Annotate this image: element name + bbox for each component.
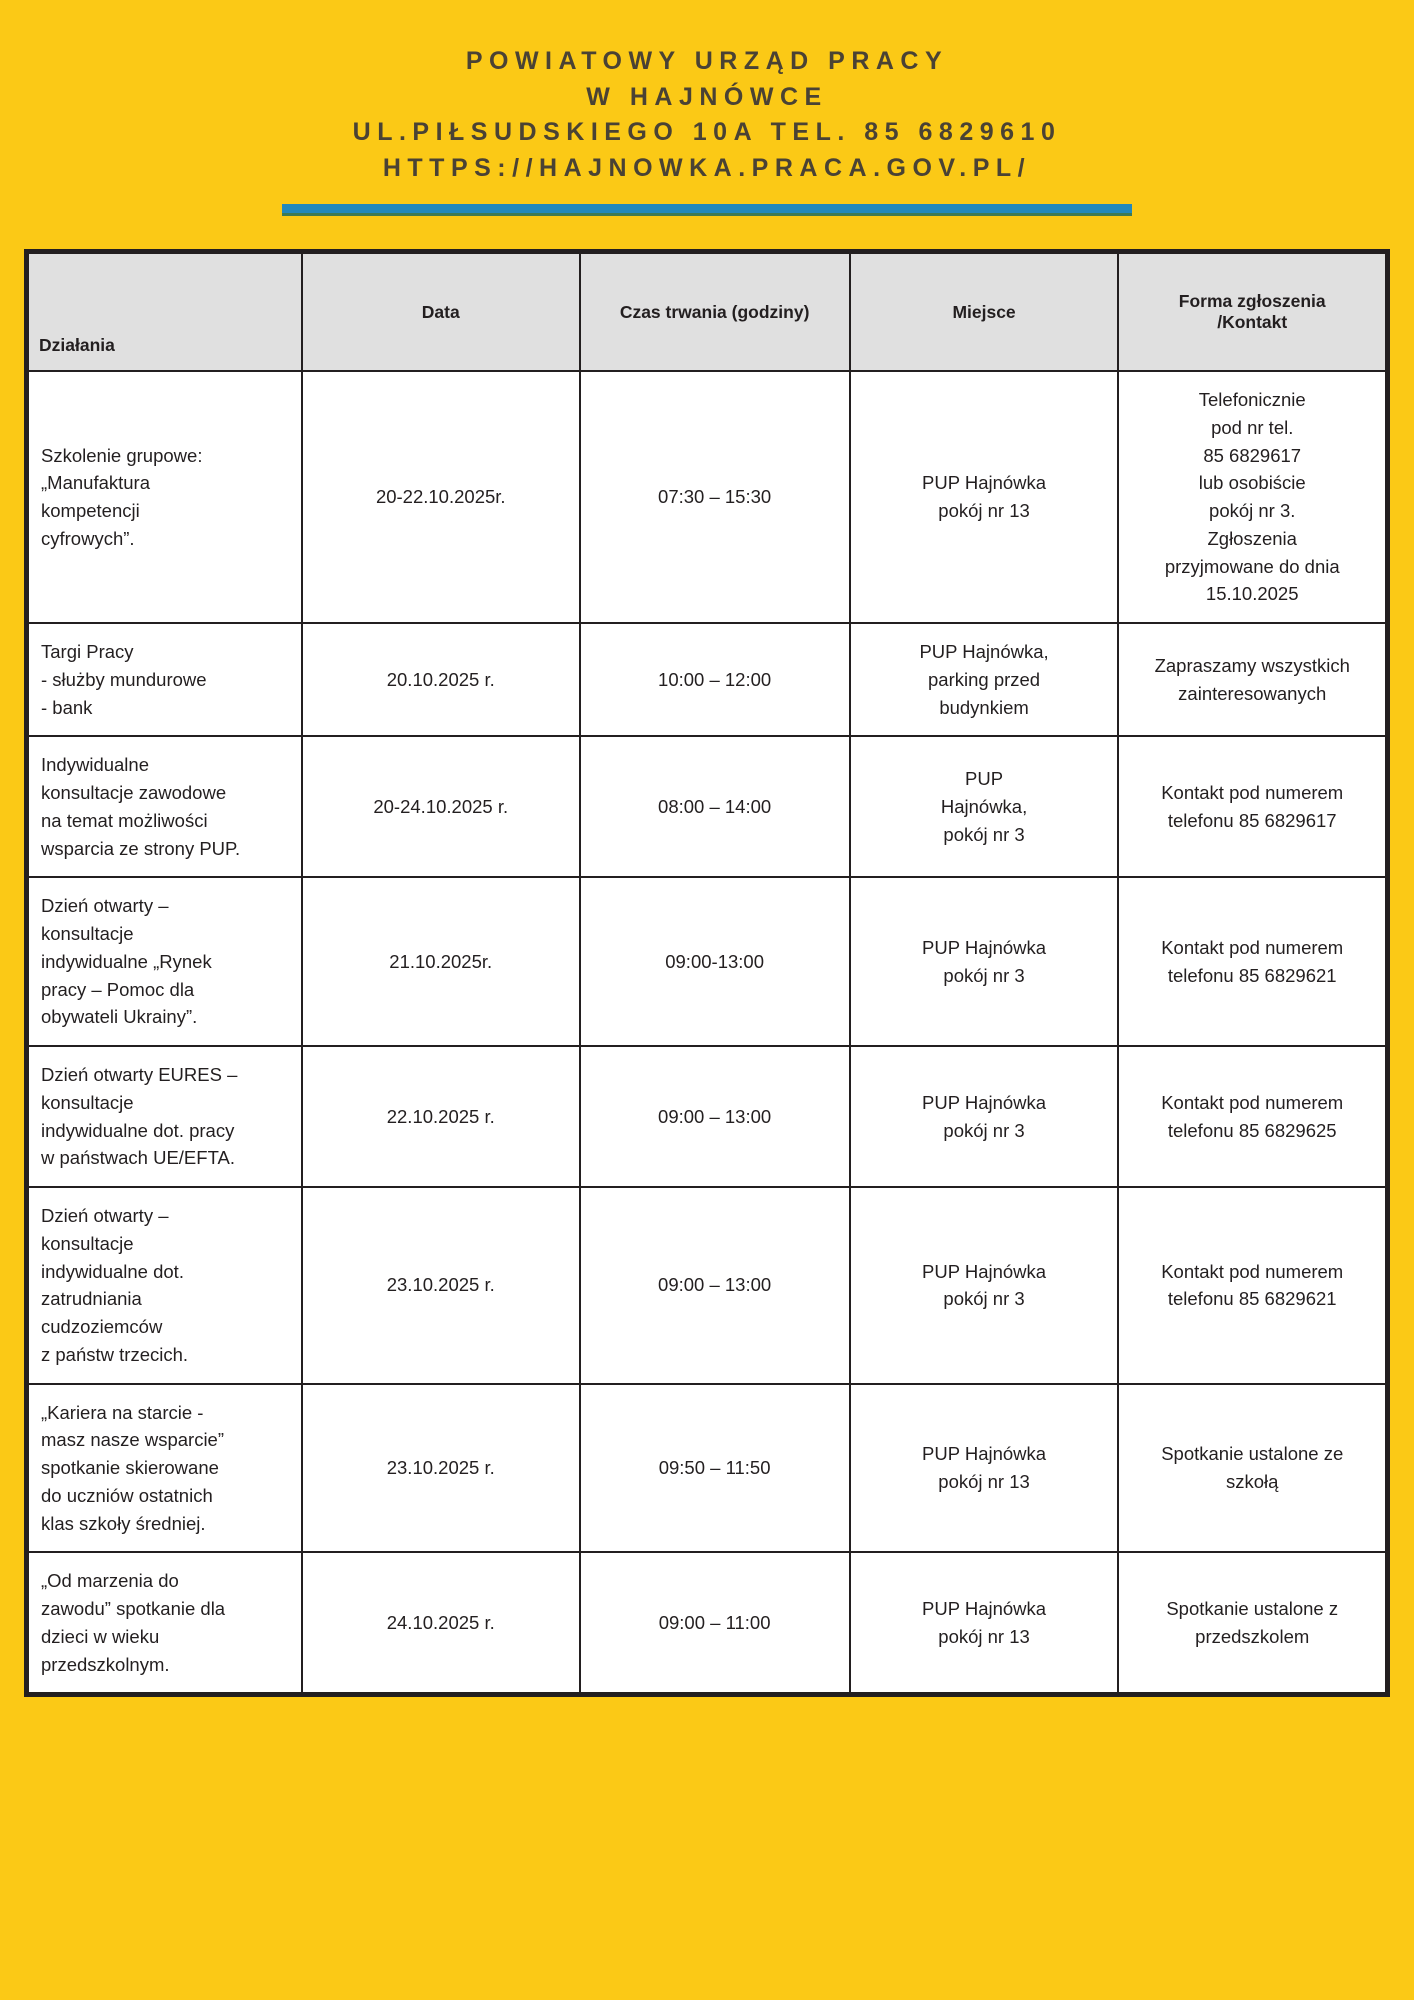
column-header-activity: Działania (27, 252, 303, 372)
table-header-row: Działania Data Czas trwania (godziny) Mi… (27, 252, 1387, 372)
poster-header: POWIATOWY URZĄD PRACY W HAJNÓWCE UL.PIŁS… (0, 0, 1414, 216)
cell-date: 23.10.2025 r. (300, 1382, 581, 1554)
cell-date: 20-22.10.2025r. (300, 370, 581, 624)
schedule-table-container: Działania Data Czas trwania (godziny) Mi… (24, 249, 1390, 1698)
cell-date: 22.10.2025 r. (300, 1045, 581, 1188)
cell-place: PUP Hajnówka pokój nr 13 (848, 1382, 1120, 1554)
cell-place: PUP Hajnówka, pokój nr 3 (848, 735, 1120, 879)
table-row: Dzień otwarty EURES – konsultacje indywi… (27, 1045, 1387, 1188)
cell-contact: Spotkanie ustalone z przedszkolem (1117, 1551, 1387, 1695)
cell-date: 20.10.2025 r. (300, 621, 581, 738)
cell-activity: Dzień otwarty – konsultacje indywidualne… (27, 1186, 303, 1385)
cell-contact: Zapraszamy wszystkich zainteresowanych (1117, 621, 1387, 738)
table-row: Dzień otwarty – konsultacje indywidualne… (27, 876, 1387, 1047)
table-row: Targi Pracy - służby mundurowe - bank 20… (27, 621, 1387, 738)
cell-date: 21.10.2025r. (300, 876, 581, 1047)
column-header-date: Data (300, 252, 581, 372)
cell-date: 24.10.2025 r. (300, 1551, 581, 1695)
office-name-line-1: POWIATOWY URZĄD PRACY (465, 47, 949, 75)
cell-contact: Kontakt pod numerem telefonu 85 6829621 (1117, 1186, 1387, 1385)
cell-time: 08:00 – 14:00 (578, 735, 851, 879)
cell-place: PUP Hajnówka pokój nr 13 (848, 1551, 1120, 1695)
table-row: Dzień otwarty – konsultacje indywidualne… (27, 1186, 1387, 1385)
header-divider (282, 204, 1132, 216)
table-body: Szkolenie grupowe: „Manufaktura kompeten… (27, 370, 1387, 1695)
schedule-table: Działania Data Czas trwania (godziny) Mi… (27, 252, 1387, 1695)
cell-activity: Szkolenie grupowe: „Manufaktura kompeten… (27, 370, 303, 624)
cell-time: 10:00 – 12:00 (578, 621, 851, 738)
cell-activity: „Od marzenia do zawodu” spotkanie dla dz… (27, 1551, 303, 1695)
cell-place: PUP Hajnówka, parking przed budynkiem (848, 621, 1120, 738)
divider-bar (282, 204, 1132, 216)
cell-time: 09:00-13:00 (578, 876, 851, 1047)
table-row: „Kariera na starcie - masz nasze wsparci… (27, 1382, 1387, 1554)
cell-contact: Kontakt pod numerem telefonu 85 6829621 (1117, 876, 1387, 1047)
office-address-line: UL.PIŁSUDSKIEGO 10A TEL. 85 6829610 (352, 118, 1062, 146)
cell-time: 09:50 – 11:50 (578, 1382, 851, 1554)
cell-activity: Targi Pracy - służby mundurowe - bank (27, 621, 303, 738)
table-row: Indywidualne konsultacje zawodowe na tem… (27, 735, 1387, 879)
cell-time: 09:00 – 11:00 (578, 1551, 851, 1695)
cell-activity: Indywidualne konsultacje zawodowe na tem… (27, 735, 303, 879)
cell-activity: „Kariera na starcie - masz nasze wsparci… (27, 1382, 303, 1554)
column-header-contact: Forma zgłoszenia /Kontakt (1117, 252, 1387, 372)
cell-time: 07:30 – 15:30 (578, 370, 851, 624)
cell-place: PUP Hajnówka pokój nr 3 (848, 1186, 1120, 1385)
cell-date: 20-24.10.2025 r. (300, 735, 581, 879)
cell-contact: Telefonicznie pod nr tel. 85 6829617 lub… (1117, 370, 1387, 624)
table-row: „Od marzenia do zawodu” spotkanie dla dz… (27, 1551, 1387, 1695)
cell-date: 23.10.2025 r. (300, 1186, 581, 1385)
table-head: Działania Data Czas trwania (godziny) Mi… (27, 252, 1387, 372)
cell-activity: Dzień otwarty – konsultacje indywidualne… (27, 876, 303, 1047)
cell-place: PUP Hajnówka pokój nr 3 (848, 1045, 1120, 1188)
office-name-line-2: W HAJNÓWCE (586, 82, 828, 111)
column-header-place: Miejsce (848, 252, 1120, 372)
cell-time: 09:00 – 13:00 (578, 1186, 851, 1385)
cell-contact: Spotkanie ustalone ze szkołą (1117, 1382, 1387, 1554)
cell-time: 09:00 – 13:00 (578, 1045, 851, 1188)
column-header-duration: Czas trwania (godziny) (578, 252, 851, 372)
table-row: Szkolenie grupowe: „Manufaktura kompeten… (27, 370, 1387, 624)
cell-place: PUP Hajnówka pokój nr 3 (848, 876, 1120, 1047)
cell-activity: Dzień otwarty EURES – konsultacje indywi… (27, 1045, 303, 1188)
office-website-line: HTTPS://HAJNOWKA.PRACA.GOV.PL/ (382, 153, 1032, 182)
cell-contact: Kontakt pod numerem telefonu 85 6829617 (1117, 735, 1387, 879)
cell-place: PUP Hajnówka pokój nr 13 (848, 370, 1120, 624)
cell-contact: Kontakt pod numerem telefonu 85 6829625 (1117, 1045, 1387, 1188)
